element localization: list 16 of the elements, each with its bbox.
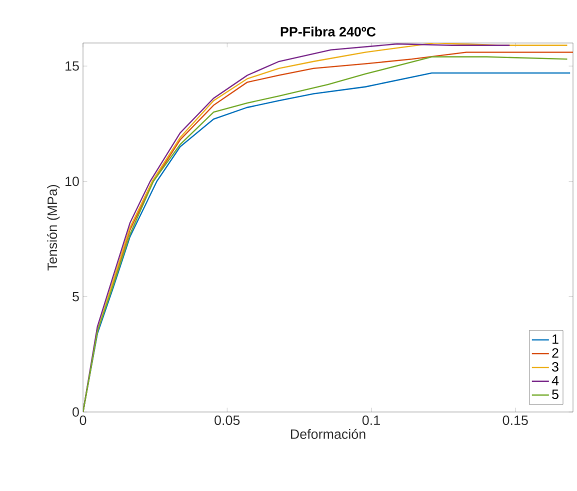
y-tick-label: 15 [66, 61, 79, 71]
chart-title: PP-Fibra 240ºC [280, 26, 376, 36]
y-tick-label: 0 [72, 407, 79, 417]
y-tick-label: 5 [72, 292, 79, 302]
x-tick-label: 0.15 [502, 416, 528, 426]
x-tick-label: 0 [80, 416, 86, 426]
y-tick-label: 10 [66, 176, 79, 186]
legend-label: 2 [552, 348, 558, 358]
legend-label: 3 [552, 362, 558, 372]
x-tick-label: 0.1 [362, 416, 380, 426]
legend-label: 1 [552, 334, 558, 344]
x-axis-title: Deformación [290, 428, 366, 439]
x-tick-label: 0.05 [214, 416, 240, 426]
legend-label: 4 [552, 376, 559, 386]
legend-label: 5 [552, 390, 558, 400]
y-axis-title: Tensión (MPa) [46, 184, 60, 271]
